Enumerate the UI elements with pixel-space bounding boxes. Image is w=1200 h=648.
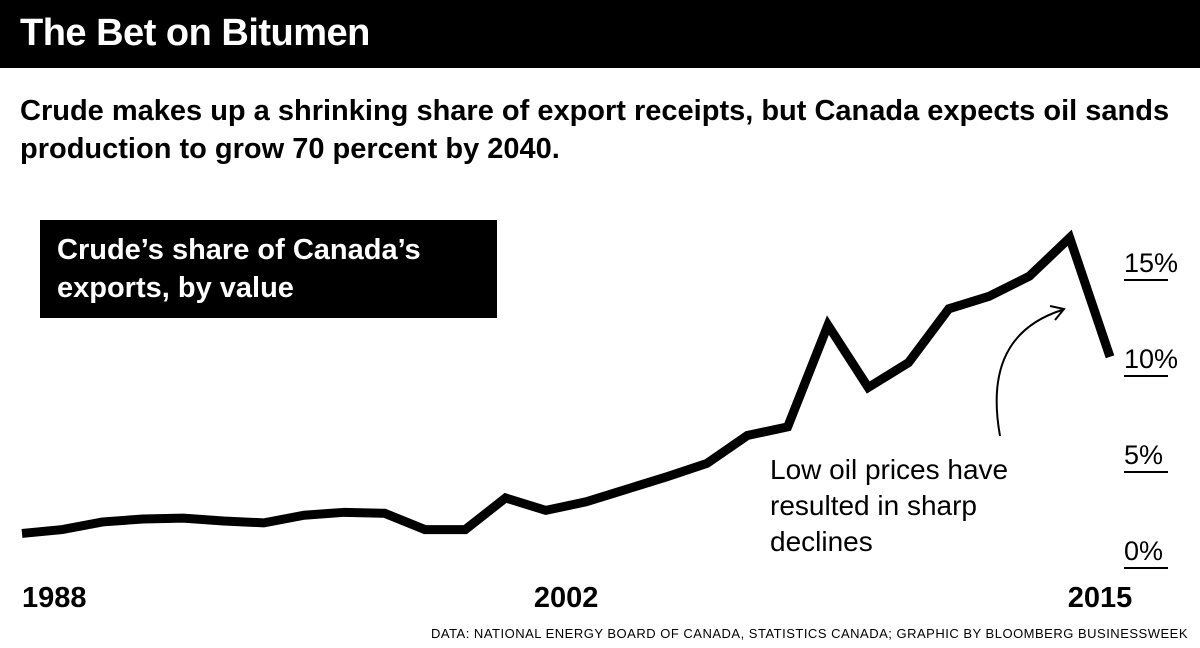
x-tick-label: 2015 [1068,582,1133,614]
annotation-label: Low oil prices have resulted in sharp de… [770,454,1009,557]
series-label-box: Crude’s share of Canada’s exports, by va… [40,220,497,318]
x-tick-label: 2002 [534,582,599,614]
y-tick-label: 0% [1124,536,1163,566]
series-label: Crude’s share of Canada’s exports, by va… [57,234,421,304]
x-tick-label: 1988 [22,582,87,614]
series-line [21,229,1115,538]
annotation-text: Low oil prices have resulted in sharp de… [770,452,1070,560]
source-note: DATA: NATIONAL ENERGY BOARD OF CANADA, S… [430,626,1188,641]
chart-title: The Bet on Bitumen [20,12,370,54]
annotation-arrow [995,309,1063,437]
y-tick-label: 10% [1124,344,1178,374]
arrow-head-icon [1049,305,1066,321]
title-bar: The Bet on Bitumen [0,0,1200,68]
chart-subtitle: Crude makes up a shrinking share of expo… [20,95,1170,165]
y-tick-label: 5% [1124,440,1163,470]
y-tick-label: 15% [1124,248,1178,278]
